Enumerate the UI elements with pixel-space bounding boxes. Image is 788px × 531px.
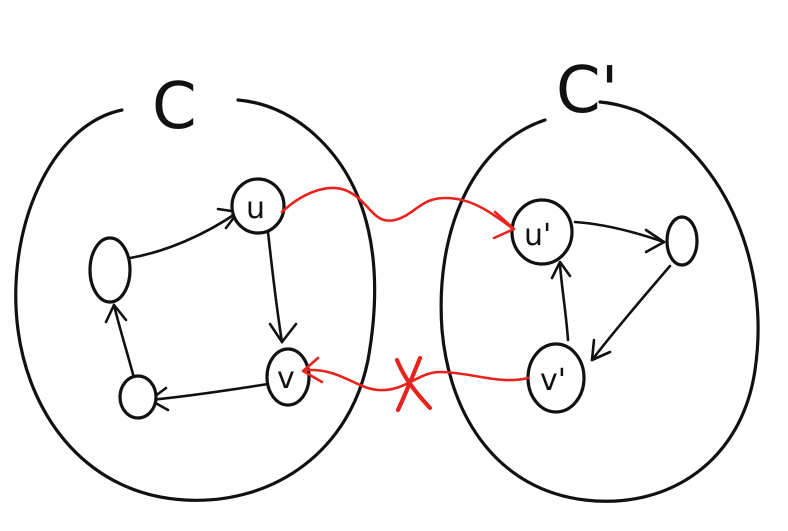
edge-v-prime-to-u-prime [558,263,570,342]
edge-u-to-v [266,230,284,344]
node-b [118,374,158,420]
component-right-outline [439,100,760,503]
node-u-prime: u' [510,198,574,266]
node-label-v: v [277,361,295,396]
cross-edge-u-to-u-prime [280,186,516,240]
node-v-prime: v' [526,342,586,414]
edge-c-to-v-prime [590,264,672,362]
edge-b-to-a [112,303,136,380]
arrowhead-u-to-u-prime [492,210,516,240]
squiggle-v-prime-to-v [303,368,530,392]
node-u: u [230,177,286,235]
edge-a-to-u [128,210,240,260]
node-label-u: u [246,191,265,226]
arrowhead-u-prime-to-c [644,228,666,254]
component-label-right: C' [556,54,618,128]
right-edges [550,220,672,362]
component-label-left: C [152,70,197,144]
arrowhead-v-prime-to-u-prime [550,260,572,280]
node-v: v [265,347,311,407]
squiggle-u-to-u-prime [280,186,514,230]
node-label-u-prime: u' [524,218,551,253]
arrowhead-b-to-a [104,303,128,324]
cross-out-mark [394,355,433,413]
node-a [88,236,132,304]
arrowhead-v-prime-to-v [301,356,324,384]
component-left-outline [14,98,377,502]
edge-u-prime-to-c [573,220,666,244]
node-label-v-prime: v' [540,363,566,398]
arrowhead-c-to-v-prime [590,338,612,362]
arrowhead-u-to-v [268,322,298,344]
node-c [665,215,699,267]
cross-edge-v-prime-to-v [301,355,530,413]
edge-v-to-b [148,382,270,402]
